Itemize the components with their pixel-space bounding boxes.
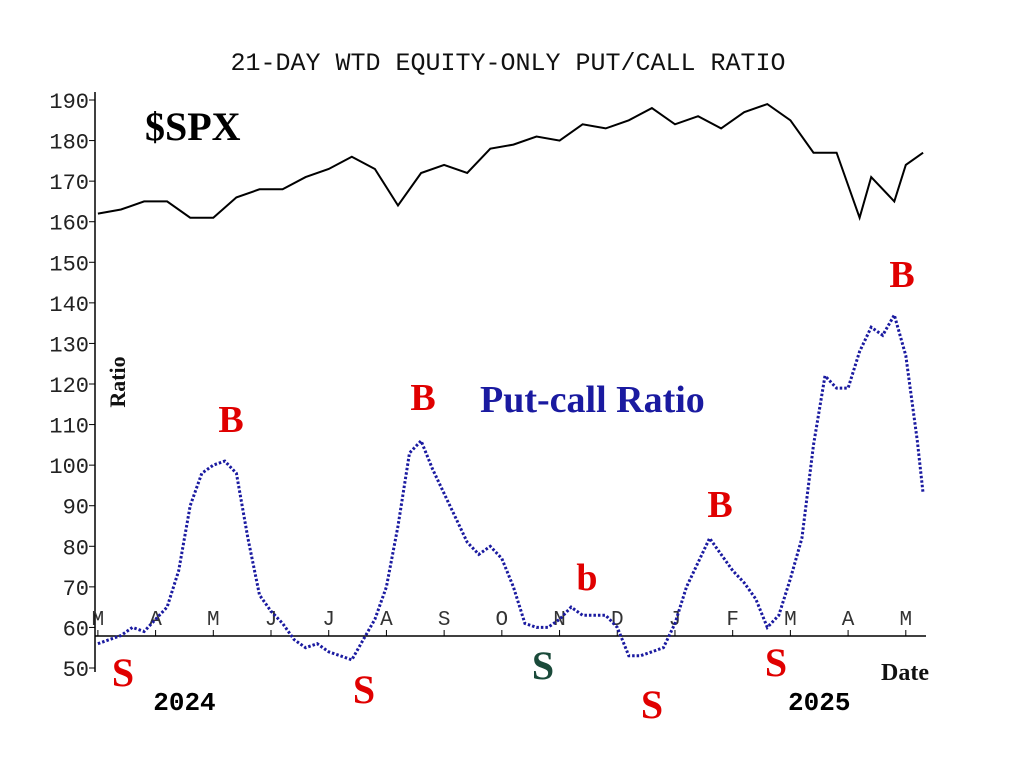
y-tick-label: 100 xyxy=(49,455,89,480)
x-tick-label: M xyxy=(784,609,797,632)
y-tick-label: 190 xyxy=(49,90,89,115)
x-tick-label: J xyxy=(322,609,335,632)
x-tick-label: M xyxy=(207,609,220,632)
line-0 xyxy=(97,102,924,221)
x-tick-label: O xyxy=(496,609,509,632)
y-tick-label: 150 xyxy=(49,252,89,277)
annotation: S xyxy=(532,643,554,688)
y-tick-label: 80 xyxy=(63,536,89,561)
x-tick-label: M xyxy=(899,609,912,632)
annotation: b xyxy=(576,557,597,599)
y-axis-label: Ratio xyxy=(105,356,130,407)
annotation: B xyxy=(218,399,243,441)
y-tick-label: 90 xyxy=(63,496,89,521)
annotation: B xyxy=(889,254,914,296)
x-tick-label: A xyxy=(149,609,162,632)
x-tick-label: M xyxy=(92,609,105,632)
year-label: 2024 xyxy=(153,688,215,718)
annotation: S xyxy=(112,650,134,695)
annotation: S xyxy=(765,640,787,685)
x-tick-label: F xyxy=(726,609,739,632)
annotation: B xyxy=(410,377,435,419)
y-tick-label: 120 xyxy=(49,374,89,399)
y-tick-label: 140 xyxy=(49,293,89,318)
y-tick-label: 50 xyxy=(63,658,89,683)
annotation: S xyxy=(641,682,663,727)
line-1 xyxy=(97,311,925,662)
x-tick-label: S xyxy=(438,609,451,632)
annotation: Put-call Ratio xyxy=(480,379,705,421)
y-tick-label: 110 xyxy=(49,415,89,440)
y-tick-label: 170 xyxy=(49,171,89,196)
y-tick-label: 130 xyxy=(49,333,89,358)
y-tick-label: 180 xyxy=(49,131,89,156)
annotation: B xyxy=(707,484,732,526)
annotation: S xyxy=(353,667,375,712)
x-axis-label: Date xyxy=(881,660,929,686)
annotation: $SPX xyxy=(145,104,241,149)
y-tick-label: 70 xyxy=(63,577,89,602)
x-tick-label: A xyxy=(842,609,855,632)
chart-title: 21-DAY WTD EQUITY-ONLY PUT/CALL RATIO xyxy=(230,49,785,78)
year-label: 2025 xyxy=(788,688,850,718)
y-tick-label: 160 xyxy=(49,212,89,237)
x-tick-label: J xyxy=(669,609,682,632)
x-tick-label: N xyxy=(553,609,566,632)
y-tick-label: 60 xyxy=(63,617,89,642)
x-tick-label: D xyxy=(611,609,624,632)
x-tick-label: A xyxy=(380,609,393,632)
